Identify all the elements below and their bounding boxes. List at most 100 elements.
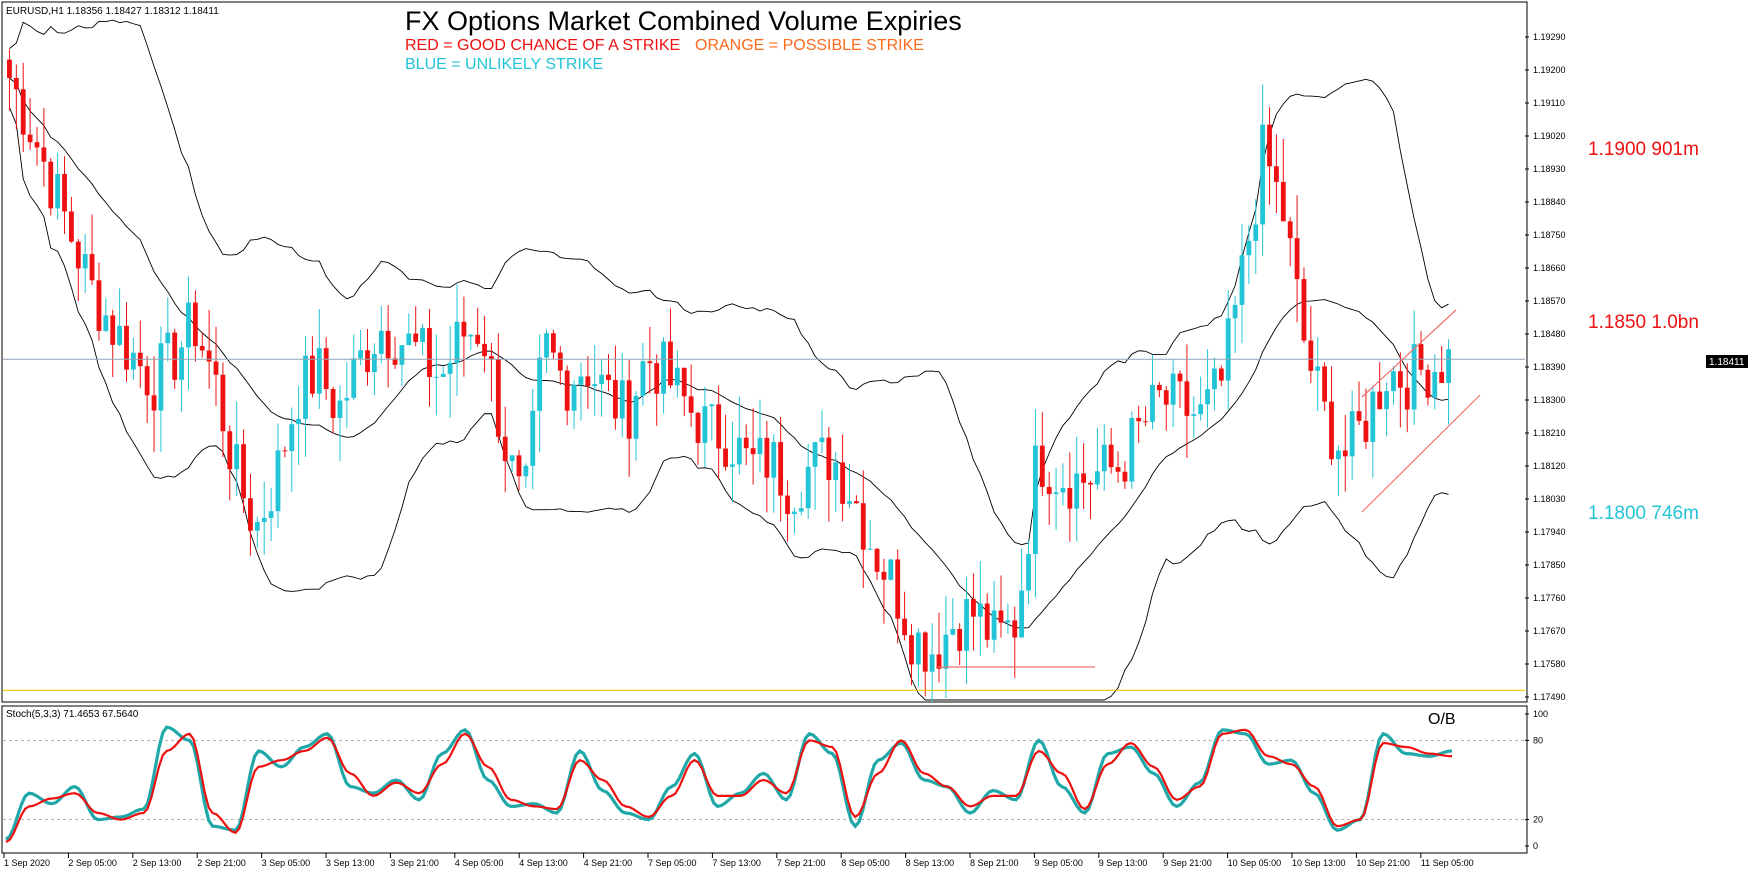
candle-body [509,455,515,462]
candle-body [282,450,288,452]
candle-body [626,380,632,439]
x-tick-label: 3 Sep 13:00 [326,858,375,868]
y-tick-label: 1.19200 [1533,65,1566,75]
candle-body [1294,238,1300,280]
candle-body [241,444,246,499]
candle-body [96,280,102,331]
y-tick-label: 1.17670 [1533,626,1566,636]
candle-body [1053,492,1059,495]
candle-body [489,356,494,360]
candle-body [798,508,804,512]
candle-body [1432,371,1438,398]
candle-body [413,333,419,342]
candle-body [523,465,529,477]
candle-body [915,632,921,665]
x-tick-label: 1 Sep 2020 [4,858,50,868]
candle-body [537,357,543,411]
candle-body [144,366,150,396]
candle-body [1342,450,1348,457]
y-tick-label: 1.19290 [1533,32,1566,42]
candle-body [1404,387,1410,410]
candle-body [1081,473,1087,483]
candle-body [468,334,474,337]
price-axis: 1.19290 1.19200 1.19110 1.19020 1.18930 1.188… [1525,32,1566,702]
strike-label-1900: 1.1900 901m [1588,139,1699,160]
candle-body [482,343,487,357]
candle-body [902,618,907,636]
candle-body [764,437,770,478]
candle-body [316,348,322,394]
candle-body [530,410,536,466]
candle-body [1260,124,1266,225]
candle-body [709,404,715,407]
strike-label-1800: 1.1800 746m [1588,503,1699,524]
candle-body [1205,389,1210,405]
legend-blue: BLUE = UNLIKELY STRIKE [405,56,603,73]
ob-label: O/B [1428,711,1456,728]
candle-body [502,436,508,462]
candle-body [647,361,653,364]
candle-body [165,332,171,344]
candle-body [750,448,756,455]
stochastic-series: 100 80 20 0 [3,709,1548,851]
candle-body [213,361,219,375]
candle-body [1315,366,1321,371]
x-tick-label: 4 Sep 21:00 [584,858,633,868]
candle-body [922,632,928,672]
candle-body [833,462,839,480]
candle-body [785,495,790,515]
candle-body [1335,450,1341,460]
x-tick-label: 2 Sep 21:00 [197,858,246,868]
candle-body [1212,368,1217,390]
candle-body [654,363,660,394]
candle-body [158,343,164,411]
x-tick-label: 9 Sep 05:00 [1034,858,1083,868]
candle-body [55,173,61,209]
candle-body [1019,590,1025,638]
candle-body [392,358,398,365]
candle-body [461,321,467,337]
candle-body [385,330,391,359]
candle-body [1280,181,1286,222]
bb-middle [9,77,1449,629]
candle-body [1329,401,1334,460]
x-tick-label: 4 Sep 05:00 [455,858,504,868]
candle-body [771,442,777,478]
candle-body [344,397,350,401]
candle-body [544,333,549,358]
stoch-y-tick-label: 20 [1533,815,1543,825]
candle-body [75,241,81,269]
candle-body [440,373,446,377]
x-tick-label: 3 Sep 05:00 [262,858,311,868]
candle-body [826,437,832,480]
candle-body [578,376,584,385]
candle-body [585,376,591,387]
candle-body [909,635,914,665]
x-tick-label: 10 Sep 13:00 [1292,858,1346,868]
candle-body [475,334,481,344]
candle-body [606,374,611,381]
candle-body [1005,620,1011,623]
candle-body [399,345,405,365]
y-tick-label: 1.18840 [1533,197,1566,207]
legend-red: RED = GOOD CHANCE OF A STRIKE [405,37,680,54]
candle-body [1088,482,1093,485]
y-tick-label: 1.18030 [1533,494,1566,504]
candle-body [1177,373,1183,382]
annotation-lines [3,309,1525,691]
candle-body [867,548,873,550]
stoch-signal-line [5,728,1453,843]
candle-body [612,380,618,419]
y-tick-label: 1.18660 [1533,263,1566,273]
candle-body [881,571,887,580]
candle-body [199,346,205,351]
candle-body [1363,420,1369,442]
candle-body [874,548,880,572]
bb-upper [9,19,1449,546]
candle-body [117,325,123,345]
legend-orange: ORANGE = POSSIBLE STRIKE [695,37,924,54]
candle-body [1039,445,1045,487]
y-tick-label: 1.17490 [1533,692,1566,702]
candle-body [351,358,357,398]
